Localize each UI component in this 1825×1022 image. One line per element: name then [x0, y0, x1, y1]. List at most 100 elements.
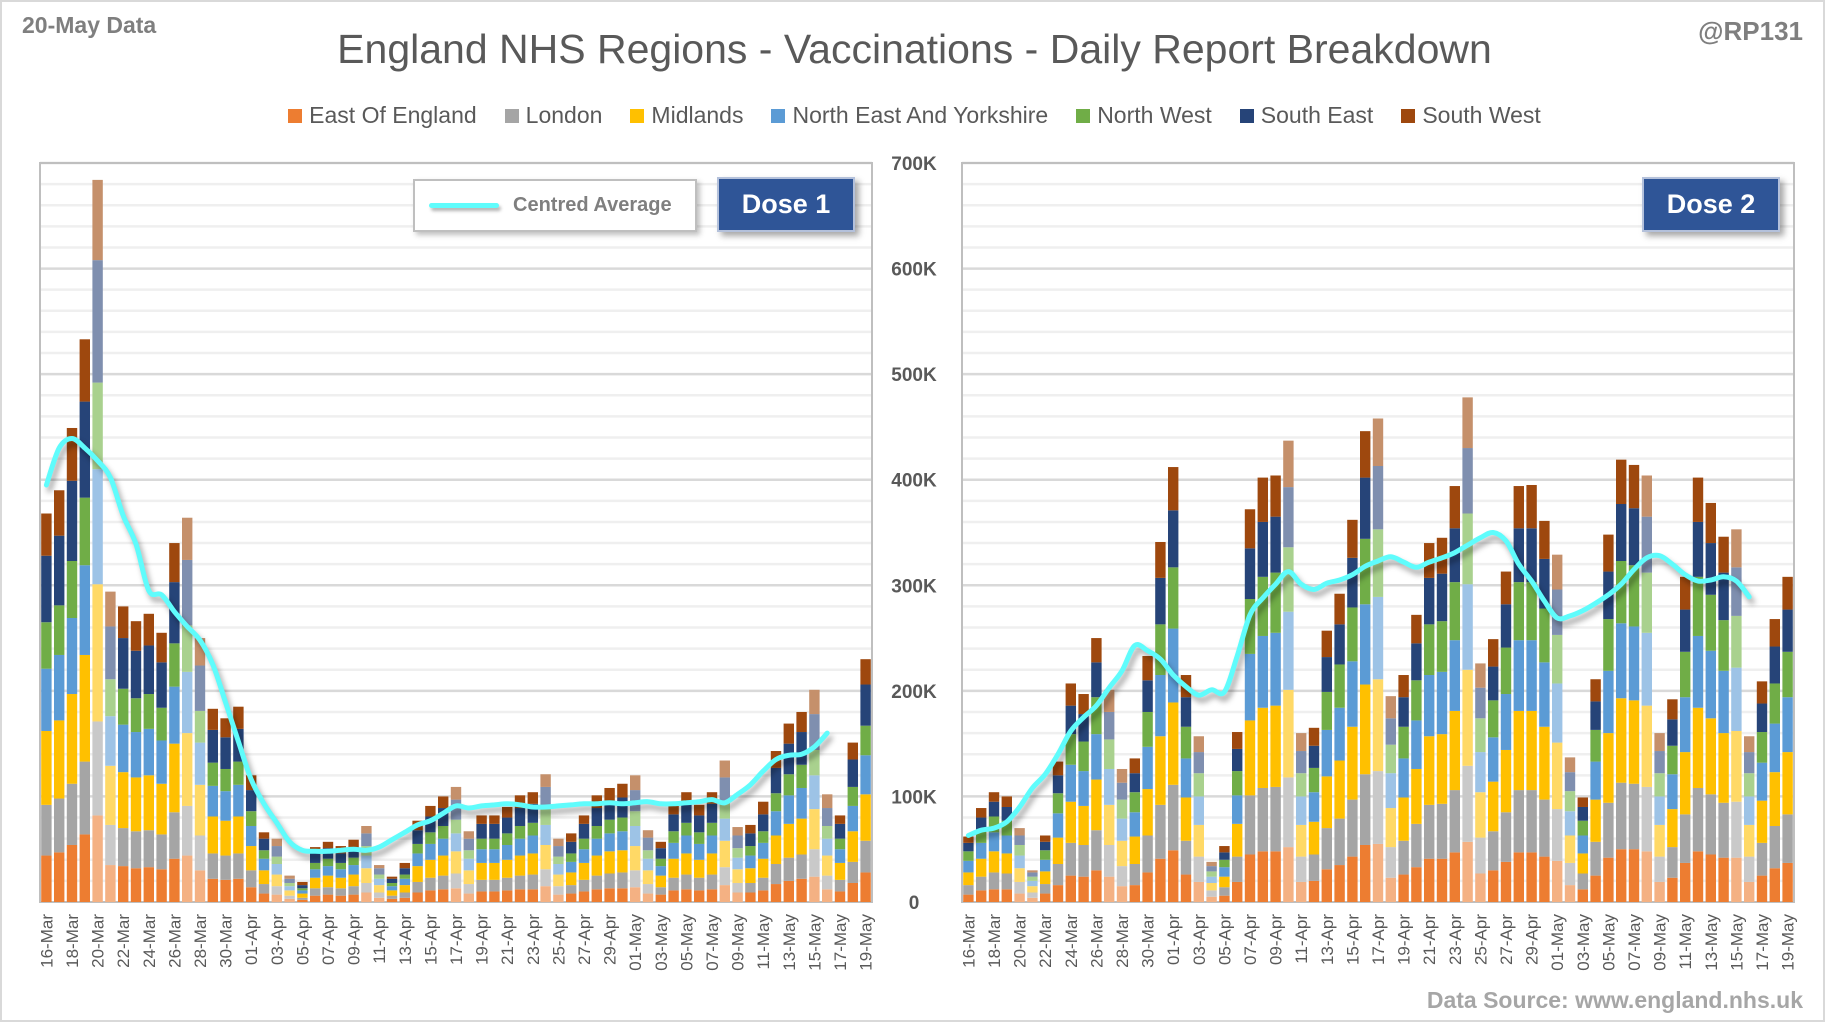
bar-midlands-42	[1500, 749, 1512, 813]
bar-north-east-and-yorkshire-52	[1628, 626, 1640, 701]
bar-london-11	[1104, 844, 1115, 877]
y-tick-label: 100K	[891, 787, 937, 808]
bar-north-east-and-yorkshire-47	[642, 858, 654, 871]
bar-london-30	[425, 877, 436, 891]
bar-east-of-england-61	[1744, 881, 1755, 902]
x-tick-label: 09-Apr	[1267, 914, 1286, 965]
bar-north-west-32	[450, 819, 462, 834]
bar-london-9	[156, 834, 167, 870]
bar-midlands-52	[1628, 700, 1640, 784]
bar-london-12	[194, 835, 206, 871]
bar-north-west-61	[1744, 773, 1755, 797]
bar-south-west-6	[118, 606, 129, 639]
bar-south-west-20	[1219, 846, 1230, 853]
bar-south-east-19	[284, 878, 295, 883]
bar-south-west-45	[1539, 520, 1550, 559]
y-tick-label: 500K	[891, 365, 937, 386]
bar-north-west-22	[1244, 599, 1256, 654]
bar-london-55	[1667, 847, 1678, 878]
bar-east-of-england-50	[1603, 857, 1614, 902]
bar-north-west-33	[463, 850, 474, 859]
bar-north-east-and-yorkshire-54	[732, 857, 743, 870]
bar-midlands-41	[566, 872, 577, 886]
bar-north-east-and-yorkshire-51	[694, 843, 705, 860]
bar-south-west-40	[553, 838, 564, 847]
legend-item-london: London	[504, 102, 602, 129]
bar-north-east-and-yorkshire-40	[553, 863, 564, 875]
bar-south-east-0	[963, 842, 974, 852]
bar-north-east-and-yorkshire-41	[1488, 737, 1499, 782]
y-tick-label: 700K	[891, 154, 937, 175]
bar-south-west-4	[1014, 828, 1025, 836]
bar-midlands-35	[1411, 768, 1422, 824]
bar-north-east-and-yorkshire-38	[527, 835, 538, 854]
bar-east-of-england-19	[1206, 896, 1217, 902]
bar-south-east-15	[1155, 577, 1166, 625]
bar-london-20	[1219, 887, 1230, 896]
bar-north-east-and-yorkshire-30	[1347, 661, 1358, 727]
bar-north-east-and-yorkshire-56	[758, 842, 769, 859]
bar-north-east-and-yorkshire-13	[1129, 812, 1140, 837]
bar-east-of-england-41	[1488, 870, 1499, 902]
bar-london-2	[988, 872, 1000, 890]
bar-north-east-and-yorkshire-59	[1718, 670, 1729, 734]
bar-south-east-21	[1232, 748, 1243, 772]
bar-south-east-34	[1398, 697, 1409, 727]
x-tick-label: 07-May	[703, 914, 722, 971]
bar-south-west-23	[1257, 477, 1268, 522]
bar-south-east-37	[514, 808, 526, 826]
bar-north-west-23	[335, 862, 346, 870]
bar-london-26	[1296, 856, 1307, 882]
bar-south-west-36	[502, 806, 513, 818]
bar-south-west-16	[1168, 467, 1179, 511]
x-tick-label: 30-Mar	[217, 914, 236, 968]
x-tick-label: 07-Apr	[319, 914, 338, 965]
bar-london-59	[796, 854, 807, 879]
bar-south-east-41	[566, 841, 577, 854]
bar-north-east-and-yorkshire-63	[847, 805, 858, 832]
bar-midlands-62	[834, 862, 846, 880]
bar-midlands-31	[1360, 684, 1371, 775]
bar-north-west-9	[1078, 741, 1089, 772]
legend-label: North West	[1097, 102, 1212, 128]
bar-south-east-53	[719, 777, 730, 802]
bar-east-of-england-33	[1385, 877, 1396, 902]
bar-north-west-5	[105, 679, 116, 717]
bar-london-39	[1462, 765, 1473, 842]
bar-north-east-and-yorkshire-45	[617, 831, 628, 851]
bar-south-west-60	[1731, 529, 1742, 568]
bar-south-west-26	[374, 865, 385, 869]
bar-south-west-56	[1680, 576, 1691, 610]
legend-swatch	[288, 108, 303, 123]
bar-midlands-56	[758, 858, 769, 878]
bar-south-west-9	[1078, 694, 1089, 715]
bar-london-19	[1206, 890, 1217, 897]
bar-midlands-2	[988, 851, 1000, 873]
x-tick-label: 07-Apr	[1241, 914, 1260, 965]
bar-london-40	[1475, 837, 1486, 874]
bar-south-east-57	[770, 767, 782, 794]
bar-north-east-and-yorkshire-22	[322, 866, 334, 876]
bar-midlands-7	[130, 777, 142, 832]
bar-south-east-43	[591, 808, 602, 826]
bar-north-west-21	[1232, 771, 1243, 796]
bar-midlands-55	[745, 868, 756, 883]
bar-south-west-10	[169, 543, 180, 583]
bar-south-east-11	[182, 559, 193, 626]
legend-item-south-east: South East	[1239, 102, 1373, 129]
bar-london-17	[258, 884, 270, 894]
bar-north-east-and-yorkshire-52	[706, 835, 718, 854]
bar-north-west-24	[1270, 572, 1281, 633]
x-tick-label: 09-May	[729, 914, 748, 971]
bar-south-east-54	[1654, 751, 1665, 774]
bar-east-of-england-23	[1257, 851, 1268, 902]
bar-south-east-64	[1782, 609, 1793, 652]
bar-south-east-38	[527, 803, 538, 823]
bar-north-west-20	[297, 888, 308, 891]
bar-midlands-16	[246, 846, 257, 871]
bar-east-of-england-7	[1052, 885, 1064, 902]
bar-north-east-and-yorkshire-7	[1052, 813, 1064, 838]
bar-london-61	[822, 875, 833, 890]
x-tick-label: 17-Apr	[447, 914, 466, 965]
bar-midlands-32	[1372, 679, 1384, 772]
